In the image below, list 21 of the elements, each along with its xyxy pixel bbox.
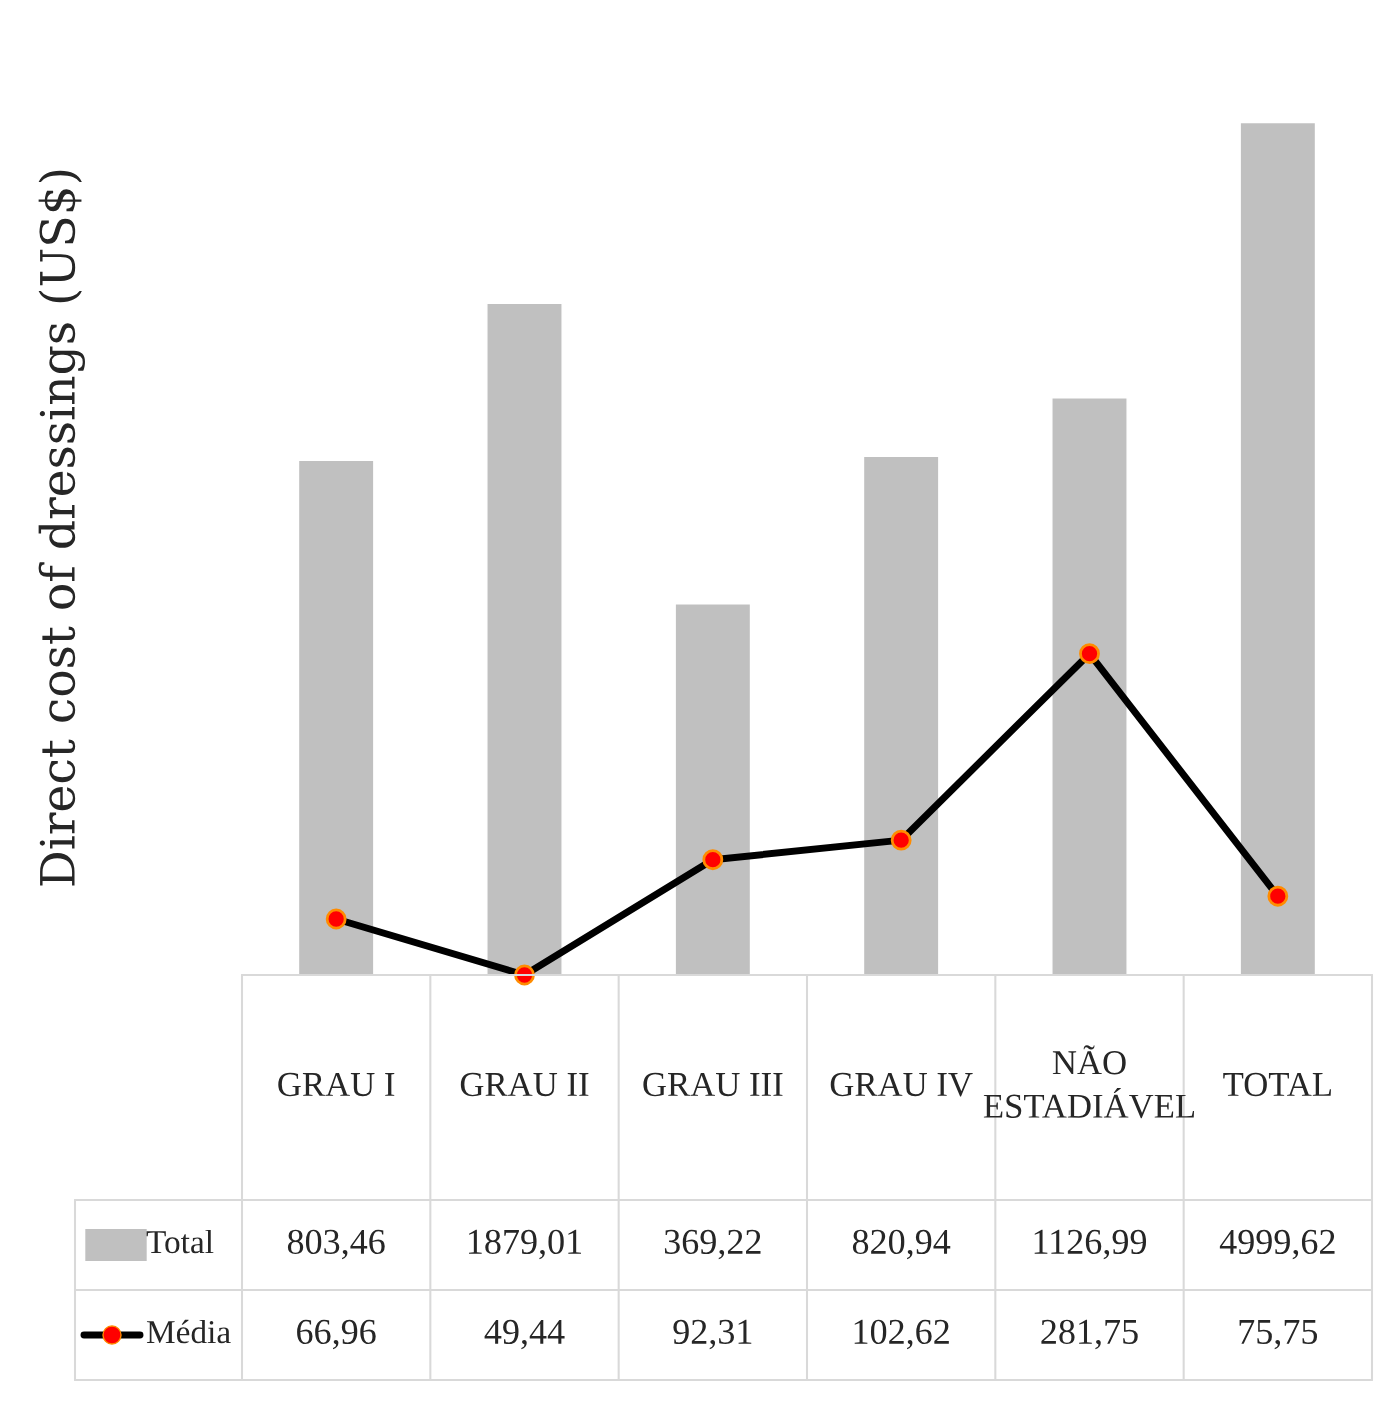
data-label: 75,75 (1239, 1320, 1318, 1350)
data-label: 369,22 (664, 1229, 761, 1260)
x-tick-label: TOTAL (1223, 1072, 1331, 1097)
data-label: 1879,01 (469, 1229, 582, 1260)
data-label: 820,94 (852, 1229, 951, 1260)
legend-label: Total (146, 1229, 214, 1254)
x-tick-label: GRAU II (460, 1072, 589, 1097)
data-label: 49,44 (484, 1319, 565, 1350)
data-label: 92,31 (673, 1319, 752, 1350)
data-label: 66,96 (297, 1319, 376, 1350)
y-axis-title: Direct cost of dressings (US$) (38, 170, 85, 886)
data-label: 4999,62 (1219, 1229, 1335, 1260)
legend-label: Média (146, 1319, 231, 1344)
x-tick-label: GRAU IV (830, 1072, 973, 1097)
x-tick-label: GRAU III (643, 1072, 783, 1097)
data-label: 803,46 (287, 1229, 385, 1260)
data-label: 102,62 (854, 1319, 949, 1350)
x-tick-label: NÃO ESTADIÁVEL (983, 1045, 1195, 1119)
data-label: 281,75 (1041, 1319, 1138, 1350)
x-tick-label: GRAU I (278, 1072, 395, 1097)
data-label: 1126,99 (1034, 1229, 1147, 1260)
